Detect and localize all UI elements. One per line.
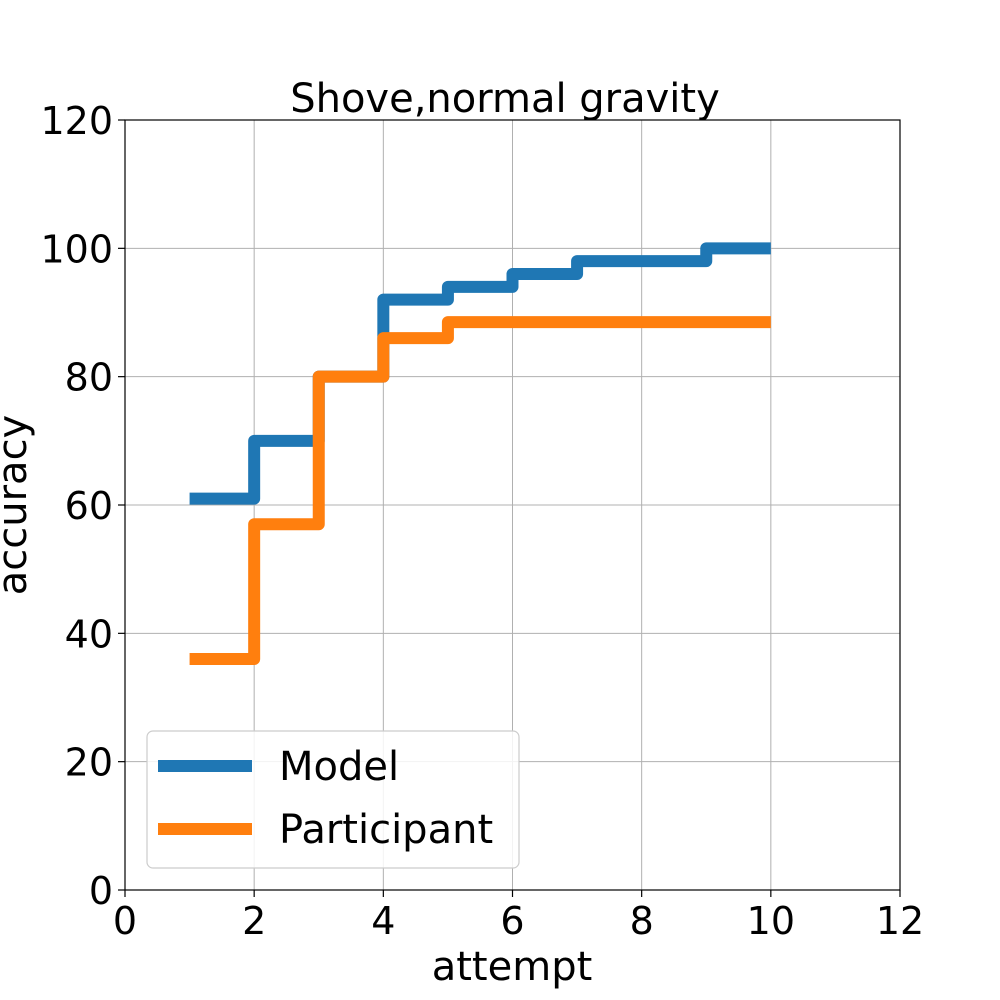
y-tick-label: 40 — [65, 612, 113, 656]
series-line-model — [189, 242, 771, 505]
y-axis-label: accuracy — [0, 415, 36, 595]
y-tick-label: 0 — [89, 869, 113, 913]
x-axis-ticks: 0 2 4 6 8 10 12 — [113, 890, 924, 943]
y-tick-label: 80 — [65, 356, 113, 400]
x-tick-label: 6 — [500, 899, 524, 943]
x-tick-label: 12 — [876, 899, 924, 943]
x-tick-label: 8 — [630, 899, 654, 943]
y-axis-ticks: 0 20 40 60 80 100 120 — [40, 99, 125, 913]
y-tick-label: 20 — [65, 741, 113, 785]
x-tick-label: 2 — [242, 899, 266, 943]
y-tick-label: 100 — [40, 227, 113, 271]
chart-title: Shove,normal gravity — [290, 76, 720, 122]
x-tick-label: 10 — [747, 899, 795, 943]
y-tick-label: 60 — [65, 484, 113, 528]
y-tick-label: 120 — [40, 99, 113, 143]
series-lines — [189, 242, 771, 665]
legend-label-participant: Participant — [279, 807, 493, 853]
x-axis-label: attempt — [432, 944, 593, 990]
series-line-participant — [189, 316, 771, 665]
x-tick-label: 4 — [371, 899, 395, 943]
legend-label-model: Model — [279, 744, 399, 790]
x-tick-label: 0 — [113, 899, 137, 943]
legend: Model Participant — [146, 730, 520, 869]
